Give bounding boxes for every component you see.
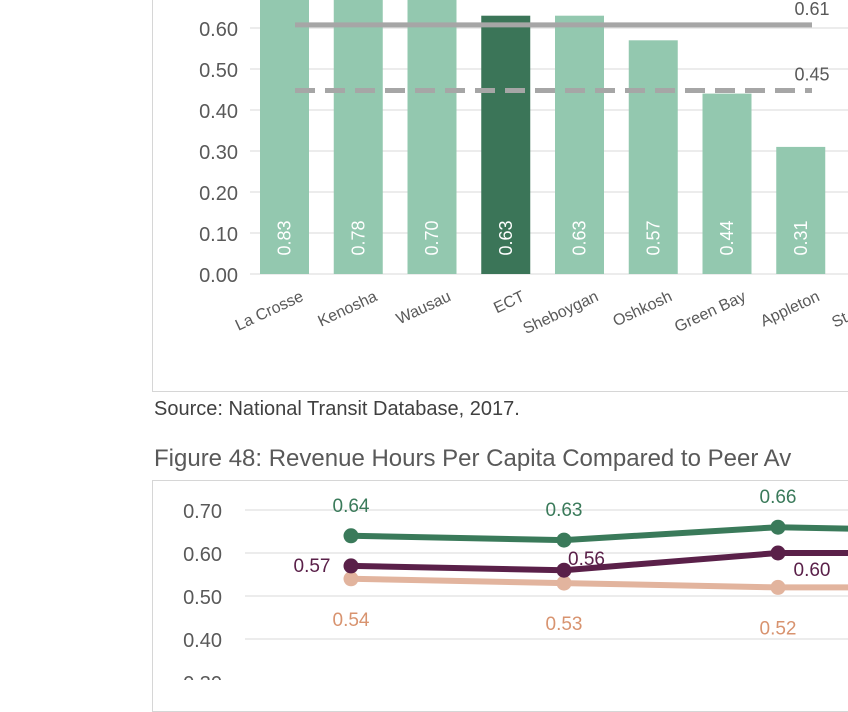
y-tick-label: 0.40	[183, 630, 222, 652]
line-chart: 0.70 0.60 0.50 0.40 0.30 0.64 0.63 0.66 0.57 0.56…	[183, 487, 848, 680]
data-label-peach: 0.52	[760, 618, 797, 639]
bar-value-label: 0.57	[643, 220, 663, 255]
y-tick-label: 0.40	[199, 101, 238, 123]
data-label-purple: 0.60	[794, 560, 831, 581]
bar	[407, 0, 457, 274]
bar	[555, 15, 604, 274]
series-line-green	[350, 524, 848, 544]
bar-value-label: 0.78	[348, 220, 368, 255]
data-label-purple: 0.56	[568, 549, 605, 570]
y-tick-label: 0.30	[183, 673, 222, 680]
bar	[628, 40, 678, 274]
y-tick-label: 0.20	[199, 183, 238, 205]
y-tick-label: 0.60	[183, 544, 222, 566]
bar	[776, 146, 826, 274]
y-tick-label: 0.30	[199, 142, 238, 164]
series-line-purple	[350, 550, 848, 574]
data-point-peach	[556, 575, 572, 591]
bar	[333, 0, 383, 274]
y-tick-label: 0.10	[199, 224, 238, 246]
bar-value-label: 0.63	[496, 220, 516, 255]
data-point-green	[556, 532, 572, 548]
series-line-peach	[350, 575, 848, 591]
data-point-purple	[343, 558, 359, 574]
data-label-peach: 0.53	[546, 614, 583, 635]
data-point-purple	[770, 545, 786, 561]
bar	[481, 15, 531, 274]
data-point-peach	[343, 571, 359, 587]
bar	[260, 0, 309, 274]
data-point-purple	[556, 562, 572, 578]
bar	[702, 93, 752, 274]
data-label-green: 0.63	[546, 500, 583, 521]
data-point-green	[770, 519, 786, 535]
y-tick-label: 0.60	[199, 19, 238, 41]
y-tick-label: 0.00	[199, 265, 238, 287]
bar-value-label: 0.44	[717, 220, 737, 255]
data-label-green: 0.64	[333, 496, 370, 517]
bar-value-label: 0.31	[791, 220, 811, 255]
data-point-green	[343, 528, 359, 544]
bar-value-label: 0.70	[422, 220, 442, 255]
y-tick-label: 0.50	[199, 60, 238, 82]
data-label-peach: 0.54	[333, 610, 370, 631]
reference-line-label: 0.45	[794, 65, 829, 85]
bar-value-label: 0.63	[570, 220, 590, 255]
figure-48-title: Figure 48: Revenue Hours Per Capita Comp…	[154, 445, 792, 472]
bar-value-label: 0.83	[275, 220, 295, 255]
source-note: Source: National Transit Database, 2017.	[154, 398, 520, 420]
data-point-peach	[770, 579, 786, 595]
y-tick-label: 0.70	[183, 501, 222, 523]
data-label-purple: 0.57	[294, 556, 331, 577]
reference-line-label: 0.61	[794, 0, 829, 19]
y-tick-label: 0.50	[183, 587, 222, 609]
data-label-green: 0.66	[760, 487, 797, 508]
